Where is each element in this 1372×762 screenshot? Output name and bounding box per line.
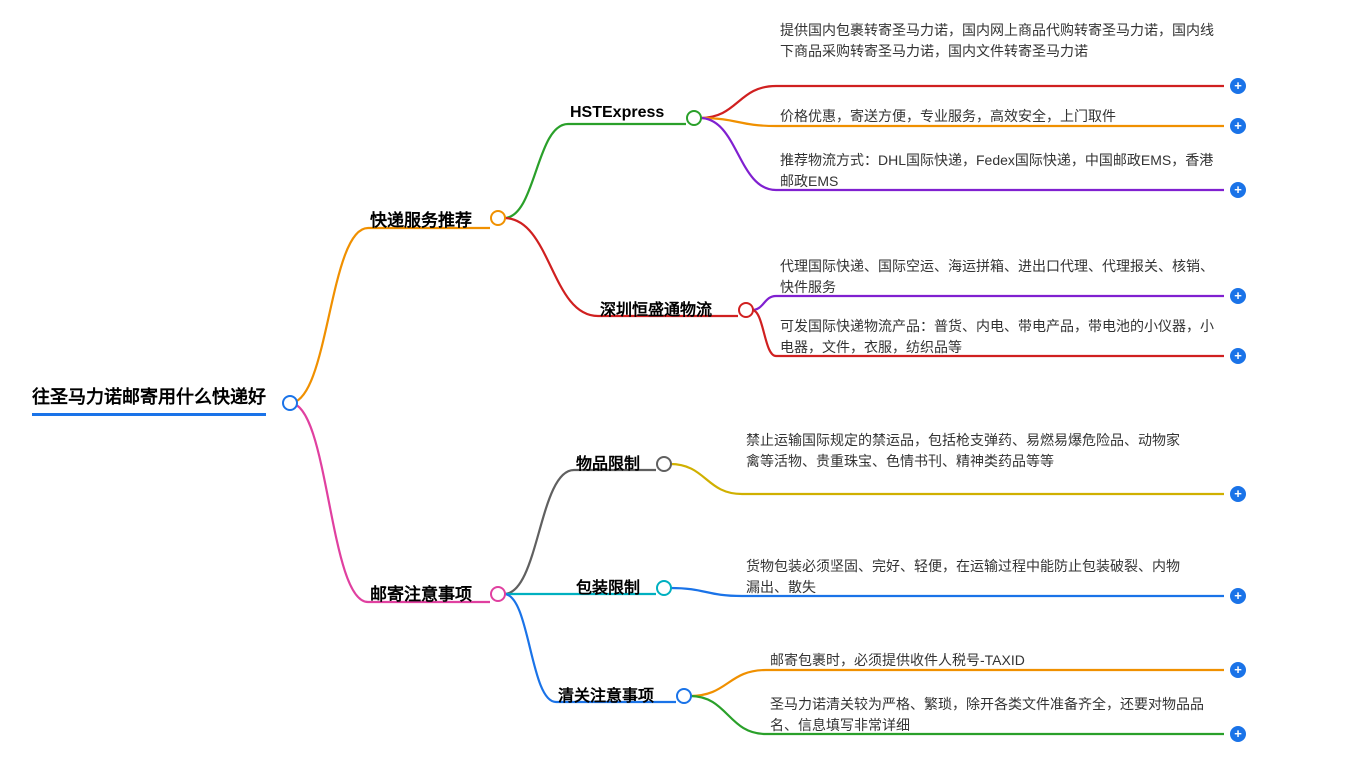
sub-item-restrict: 物品限制 — [576, 450, 640, 474]
leaf-text: 邮寄包裹时，必须提供收件人税号-TAXID — [770, 650, 1025, 671]
leaf-text: 价格优惠，寄送方便，专业服务，高效安全，上门取件 — [780, 106, 1116, 127]
leaf-text: 代理国际快递、国际空运、海运拼箱、进出口代理、代理报关、核销、快件服务 — [780, 256, 1220, 298]
sub-packaging-restrict: 包装限制 — [576, 574, 640, 598]
ring-b1 — [490, 210, 506, 226]
ring-b2b — [656, 580, 672, 596]
sub-shenzhen-hst: 深圳恒盛通物流 — [600, 296, 712, 320]
sub-hstexpress: HSTExpress — [570, 104, 664, 122]
expand-icon[interactable]: + — [1230, 486, 1246, 502]
ring-b2 — [490, 586, 506, 602]
expand-icon[interactable]: + — [1230, 348, 1246, 364]
leaf-text: 货物包装必须坚固、完好、轻便，在运输过程中能防止包装破裂、内物漏出、散失 — [746, 556, 1186, 598]
sub-customs-notes: 清关注意事项 — [558, 682, 654, 706]
ring-b2a — [656, 456, 672, 472]
expand-icon[interactable]: + — [1230, 182, 1246, 198]
expand-icon[interactable]: + — [1230, 588, 1246, 604]
leaf-text: 可发国际快递物流产品：普货、内电、带电产品，带电池的小仪器，小电器，文件，衣服，… — [780, 316, 1220, 358]
leaf-text: 圣马力诺清关较为严格、繁琐，除开各类文件准备齐全，还要对物品品名、信息填写非常详… — [770, 694, 1210, 736]
branch-express-recommend: 快递服务推荐 — [370, 206, 472, 231]
ring-b2c — [676, 688, 692, 704]
leaf-text: 提供国内包裹转寄圣马力诺，国内网上商品代购转寄圣马力诺，国内线下商品采购转寄圣马… — [780, 20, 1220, 62]
ring-b1a — [686, 110, 702, 126]
root-ring — [282, 395, 298, 411]
expand-icon[interactable]: + — [1230, 662, 1246, 678]
expand-icon[interactable]: + — [1230, 118, 1246, 134]
root-node: 往圣马力诺邮寄用什么快递好 — [32, 383, 266, 416]
ring-b1b — [738, 302, 754, 318]
expand-icon[interactable]: + — [1230, 726, 1246, 742]
expand-icon[interactable]: + — [1230, 288, 1246, 304]
leaf-text: 推荐物流方式：DHL国际快递，Fedex国际快递，中国邮政EMS，香港邮政EMS — [780, 150, 1220, 192]
branch-mailing-notes: 邮寄注意事项 — [370, 580, 472, 605]
expand-icon[interactable]: + — [1230, 78, 1246, 94]
leaf-text: 禁止运输国际规定的禁运品，包括枪支弹药、易燃易爆危险品、动物家禽等活物、贵重珠宝… — [746, 430, 1186, 472]
